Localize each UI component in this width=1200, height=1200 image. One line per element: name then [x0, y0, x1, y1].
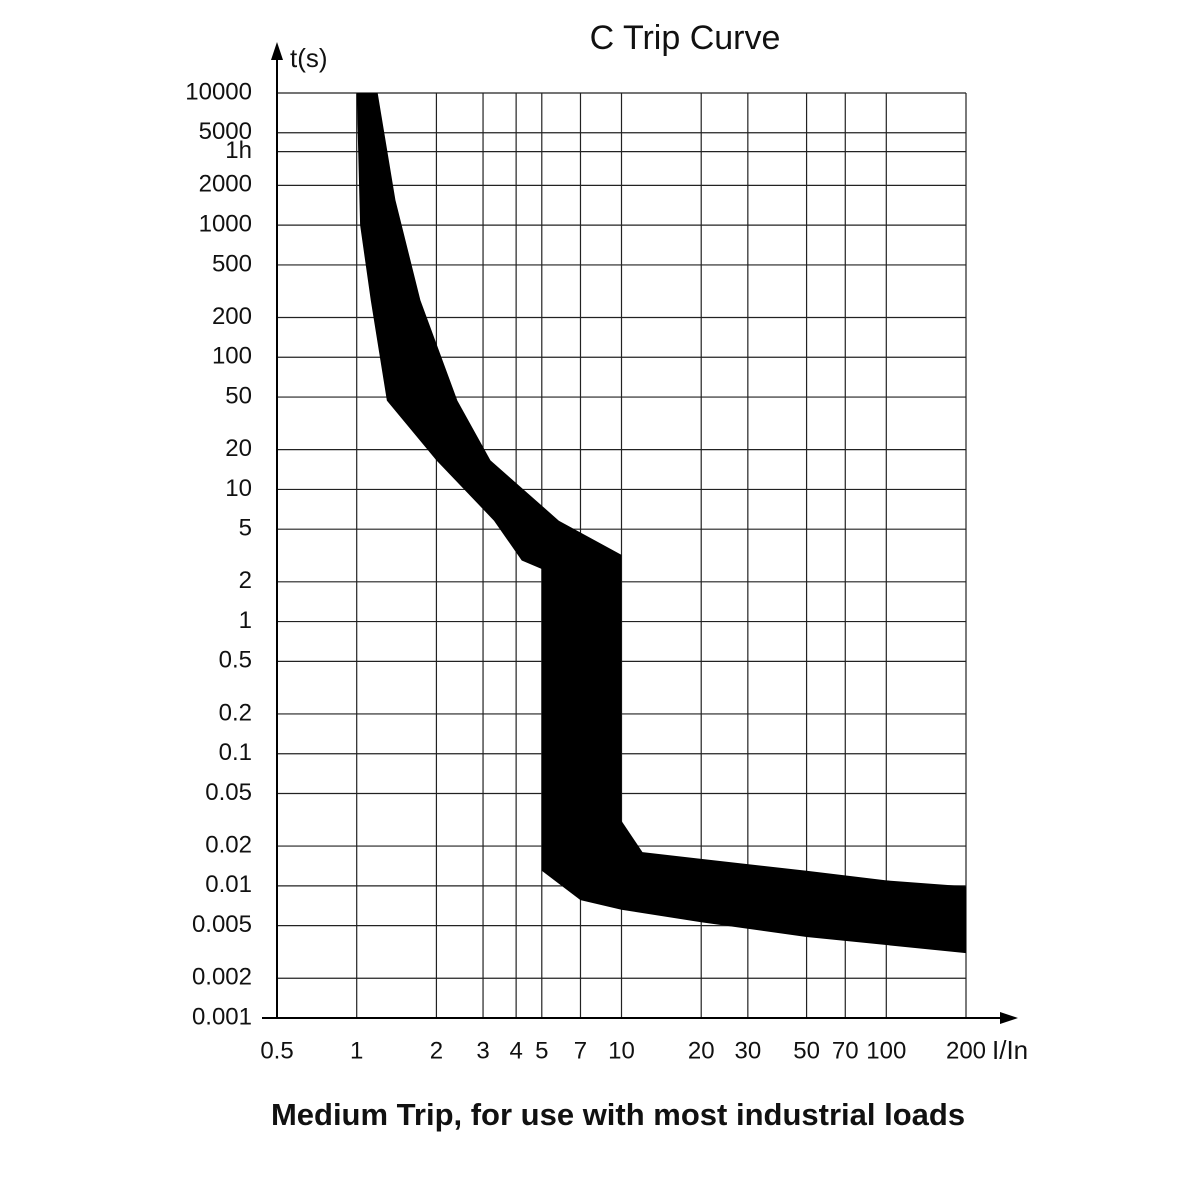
y-tick-label: 0.2 — [219, 699, 252, 726]
y-tick-label: 200 — [212, 303, 252, 330]
y-tick-label: 0.005 — [192, 911, 252, 938]
x-tick-label: 70 — [832, 1037, 859, 1064]
y-tick-label: 0.05 — [205, 779, 252, 806]
y-tick-label: 10 — [225, 475, 252, 502]
y-axis-label: t(s) — [290, 43, 328, 73]
y-tick-label: 2 — [239, 567, 252, 594]
y-tick-label: 100 — [212, 343, 252, 370]
x-tick-label: 1 — [350, 1037, 363, 1064]
y-tick-label: 0.02 — [205, 831, 252, 858]
x-tick-label: 4 — [509, 1037, 522, 1064]
y-tick-label: 500 — [212, 250, 252, 277]
y-tick-label: 20 — [225, 435, 252, 462]
x-tick-label: 3 — [476, 1037, 489, 1064]
y-tick-label: 10000 — [185, 78, 252, 105]
x-tick-label: 100 — [866, 1037, 906, 1064]
x-tick-label: 200 — [946, 1037, 986, 1064]
y-tick-label: 0.1 — [219, 739, 252, 766]
y-tick-label: 5 — [239, 515, 252, 542]
x-tick-label: 2 — [430, 1037, 443, 1064]
y-tick-label: 50 — [225, 382, 252, 409]
y-tick-label: 1 — [239, 607, 252, 634]
x-tick-label: 20 — [688, 1037, 715, 1064]
y-axis-arrow — [271, 42, 283, 60]
chart-title: C Trip Curve — [590, 19, 781, 57]
y-tick-label: 5000 — [199, 118, 252, 145]
x-tick-label: 50 — [793, 1037, 820, 1064]
x-tick-label: 5 — [535, 1037, 548, 1064]
trip-band — [356, 93, 966, 954]
y-tick-label: 0.5 — [219, 647, 252, 674]
y-tick-label: 1h — [225, 137, 252, 164]
y-tick-label: 0.01 — [205, 871, 252, 898]
y-tick-label: 1000 — [199, 210, 252, 237]
x-tick-label: 0.5 — [260, 1037, 293, 1064]
x-axis-label: I/In — [992, 1035, 1028, 1065]
x-tick-label: 10 — [608, 1037, 635, 1064]
y-tick-label: 2000 — [199, 171, 252, 198]
x-tick-label: 7 — [574, 1037, 587, 1064]
x-axis-arrow — [1000, 1012, 1018, 1024]
x-tick-label: 30 — [734, 1037, 761, 1064]
caption: Medium Trip, for use with most industria… — [271, 1097, 965, 1132]
y-tick-label: 0.002 — [192, 964, 252, 991]
y-tick-label: 0.001 — [192, 1003, 252, 1030]
